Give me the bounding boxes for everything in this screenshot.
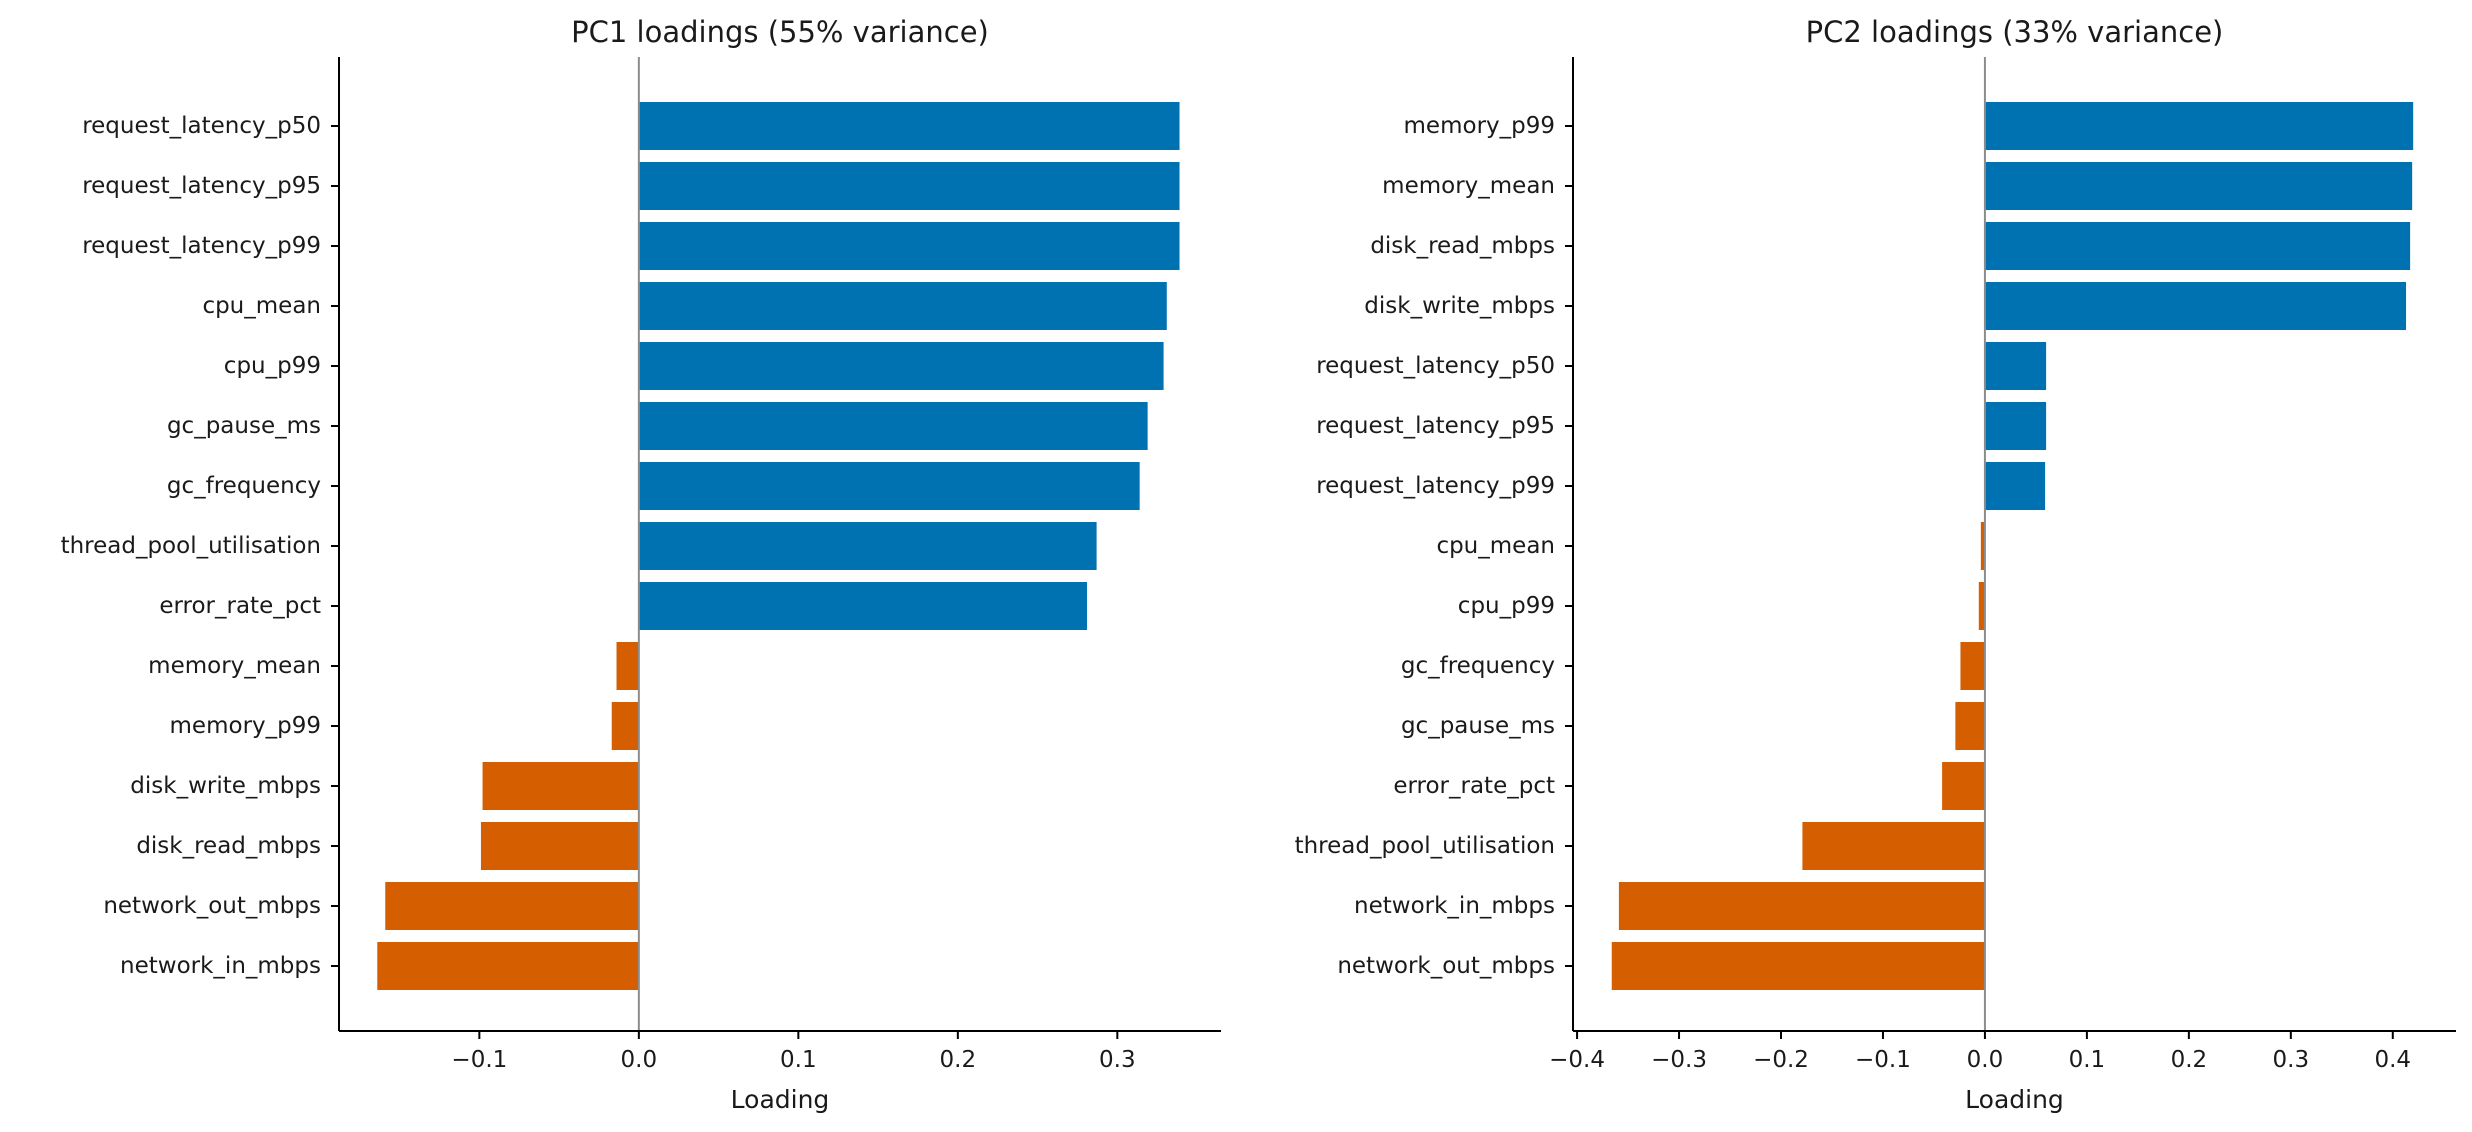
- pc2-x-tick-label-8: 0.4: [2374, 1047, 2411, 1073]
- pc2-category-label-memory_p99: memory_p99: [1404, 113, 1555, 139]
- pc1-bar-request_latency_p50: [638, 102, 1180, 150]
- pc2-bar-disk_read_mbps: [1984, 222, 2411, 270]
- pc2-x-tick-label-4: 0.0: [1967, 1047, 2004, 1073]
- pc2-bar-network_out_mbps: [1611, 942, 1985, 990]
- pc2-x-axis-label: Loading: [1965, 1085, 2064, 1114]
- pc2-category-label-cpu_p99: cpu_p99: [1458, 593, 1555, 619]
- pc1-category-label-gc_frequency: gc_frequency: [167, 473, 321, 499]
- pc1-category-label-disk_write_mbps: disk_write_mbps: [130, 773, 321, 799]
- pc1-bar-disk_read_mbps: [480, 822, 639, 870]
- pc2-bar-request_latency_p95: [1984, 402, 2047, 450]
- pc1-bar-gc_frequency: [638, 462, 1140, 510]
- pc1-category-label-cpu_p99: cpu_p99: [224, 353, 321, 379]
- pc1-bar-request_latency_p95: [638, 162, 1180, 210]
- pc2-bar-memory_mean: [1984, 162, 2413, 210]
- pc1-category-label-memory_p99: memory_p99: [170, 713, 321, 739]
- pc2-bar-gc_pause_ms: [1955, 702, 1985, 750]
- pc1-bar-cpu_p99: [638, 342, 1164, 390]
- pc1-x-tick-label-2: 0.1: [780, 1047, 817, 1073]
- pc2-bar-error_rate_pct: [1942, 762, 1985, 810]
- pc1-category-label-request_latency_p95: request_latency_p95: [82, 173, 321, 199]
- pc1-category-label-gc_pause_ms: gc_pause_ms: [167, 413, 321, 439]
- pc2-category-label-network_out_mbps: network_out_mbps: [1337, 953, 1555, 979]
- pc2-category-label-error_rate_pct: error_rate_pct: [1393, 773, 1555, 799]
- pc1-bar-network_out_mbps: [385, 882, 639, 930]
- pc2-category-label-request_latency_p50: request_latency_p50: [1316, 353, 1555, 379]
- pc2-category-label-request_latency_p99: request_latency_p99: [1316, 473, 1555, 499]
- pc2-bar-thread_pool_utilisation: [1802, 822, 1985, 870]
- pc2-category-label-network_in_mbps: network_in_mbps: [1354, 893, 1555, 919]
- pc1-chart-title: PC1 loadings (55% variance): [571, 15, 989, 49]
- pc2-x-tick-label-0: −0.4: [1549, 1047, 1605, 1073]
- pc1-x-tick-label-0: −0.1: [451, 1047, 507, 1073]
- pc1-x-axis-label: Loading: [731, 1085, 830, 1114]
- pc2-category-label-thread_pool_utilisation: thread_pool_utilisation: [1295, 833, 1555, 859]
- pc1-x-tick-label-3: 0.2: [940, 1047, 977, 1073]
- pc2-category-label-gc_pause_ms: gc_pause_ms: [1401, 713, 1555, 739]
- pc1-category-label-memory_mean: memory_mean: [148, 653, 321, 679]
- pc2-category-label-disk_read_mbps: disk_read_mbps: [1370, 233, 1555, 259]
- pc2-category-label-memory_mean: memory_mean: [1382, 173, 1555, 199]
- pc2-bar-disk_write_mbps: [1984, 282, 2407, 330]
- pc2-bar-network_in_mbps: [1618, 882, 1985, 930]
- pc2-bar-cpu_mean: [1980, 522, 1985, 570]
- pc1-category-label-network_out_mbps: network_out_mbps: [103, 893, 321, 919]
- pc2-x-tick-label-1: −0.3: [1651, 1047, 1707, 1073]
- pc1-x-tick-label-1: 0.0: [621, 1047, 658, 1073]
- pc2-x-tick-label-3: −0.1: [1855, 1047, 1911, 1073]
- pc1-bar-cpu_mean: [638, 282, 1167, 330]
- pc1-bar-gc_pause_ms: [638, 402, 1148, 450]
- pc2-bar-cpu_p99: [1978, 582, 1985, 630]
- pc1-category-label-disk_read_mbps: disk_read_mbps: [136, 833, 321, 859]
- pc1-category-label-thread_pool_utilisation: thread_pool_utilisation: [61, 533, 321, 559]
- pc1-category-label-network_in_mbps: network_in_mbps: [120, 953, 321, 979]
- pc1-category-label-request_latency_p50: request_latency_p50: [82, 113, 321, 139]
- pc2-bar-memory_p99: [1984, 102, 2414, 150]
- pc2-category-label-disk_write_mbps: disk_write_mbps: [1364, 293, 1555, 319]
- pc1-bar-thread_pool_utilisation: [638, 522, 1097, 570]
- pc1-bar-memory_mean: [616, 642, 639, 690]
- pc1-category-label-request_latency_p99: request_latency_p99: [82, 233, 321, 259]
- pc2-category-label-request_latency_p95: request_latency_p95: [1316, 413, 1555, 439]
- pc1-category-label-cpu_mean: cpu_mean: [202, 293, 321, 319]
- pc2-x-tick-label-6: 0.2: [2171, 1047, 2208, 1073]
- pc2-category-label-cpu_mean: cpu_mean: [1436, 533, 1555, 559]
- pc2-bar-request_latency_p99: [1984, 462, 2046, 510]
- pc2-chart-title: PC2 loadings (33% variance): [1806, 15, 2224, 49]
- pc1-bar-error_rate_pct: [638, 582, 1088, 630]
- pc2-x-tick-label-7: 0.3: [2273, 1047, 2310, 1073]
- pc1-loadings-panel: PC1 loadings (55% variance) Loading requ…: [61, 15, 1221, 1114]
- pc2-loadings-panel: PC2 loadings (33% variance) Loading memo…: [1295, 15, 2456, 1114]
- pc2-bar-gc_frequency: [1960, 642, 1985, 690]
- pc1-bar-memory_p99: [611, 702, 639, 750]
- pc1-bar-network_in_mbps: [377, 942, 639, 990]
- pc1-category-label-error_rate_pct: error_rate_pct: [159, 593, 321, 619]
- pc1-bar-disk_write_mbps: [482, 762, 639, 810]
- pc1-bar-request_latency_p99: [638, 222, 1180, 270]
- pc2-x-tick-label-5: 0.1: [2069, 1047, 2106, 1073]
- pc2-category-label-gc_frequency: gc_frequency: [1401, 653, 1555, 679]
- pc2-bar-request_latency_p50: [1984, 342, 2047, 390]
- pc2-x-tick-label-2: −0.2: [1753, 1047, 1809, 1073]
- pc1-x-tick-label-4: 0.3: [1099, 1047, 1136, 1073]
